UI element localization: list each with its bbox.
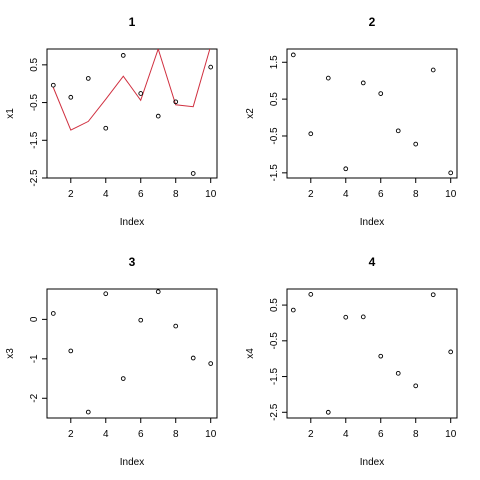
data-point xyxy=(120,53,126,58)
x-tick-label: 8 xyxy=(173,189,179,200)
data-point xyxy=(343,166,349,172)
data-point xyxy=(190,355,196,361)
y-axis-label: x2 xyxy=(245,108,256,119)
data-point xyxy=(325,75,331,81)
y-tick-label: 0.5 xyxy=(269,92,280,106)
data-point xyxy=(378,91,384,96)
data-point xyxy=(138,317,144,323)
data-point xyxy=(448,349,454,355)
y-tick-label: -1.5 xyxy=(269,164,280,182)
y-tick-label: 1.5 xyxy=(269,55,280,69)
x-tick-label: 4 xyxy=(343,429,349,440)
x-axis-label: Index xyxy=(360,457,384,468)
data-point xyxy=(208,361,214,366)
data-point xyxy=(208,64,214,70)
data-point xyxy=(413,141,419,147)
y-axis-label: x1 xyxy=(5,108,16,119)
data-point xyxy=(378,353,384,359)
x-tick-label: 2 xyxy=(308,189,314,200)
data-point xyxy=(308,131,314,137)
y-tick-label: -1.5 xyxy=(269,367,280,385)
data-point xyxy=(50,82,56,88)
plot-frame xyxy=(46,288,218,419)
x-tick-label: 10 xyxy=(445,429,457,440)
y-tick-label: -2.5 xyxy=(269,403,280,421)
data-point xyxy=(155,113,161,119)
data-point xyxy=(68,94,74,100)
data-point xyxy=(173,323,179,329)
x-axis-label: Index xyxy=(120,457,144,468)
y-tick-label: -0.5 xyxy=(269,332,280,350)
data-point xyxy=(308,292,314,297)
x-tick-label: 6 xyxy=(378,189,384,200)
y-tick-label: -1.5 xyxy=(29,131,40,149)
data-point xyxy=(190,171,196,176)
x-tick-label: 2 xyxy=(68,189,74,200)
panel-1: 1 2 4 6 8 10 0.5 -0.5 -1.5 -2.5 Index x1 xyxy=(5,15,218,228)
x-axis-label: Index xyxy=(360,217,384,228)
y-tick-label: -2 xyxy=(29,393,40,402)
data-point xyxy=(448,170,454,176)
data-point xyxy=(155,289,161,295)
y-axis-label: x4 xyxy=(245,348,256,359)
x-tick-label: 8 xyxy=(173,429,179,440)
y-tick-label: 0.5 xyxy=(269,298,280,312)
y-tick-label: -1 xyxy=(29,354,40,363)
x-tick-label: 10 xyxy=(205,189,217,200)
data-point xyxy=(50,311,56,316)
x-tick-label: 6 xyxy=(138,189,144,200)
data-point xyxy=(430,292,436,298)
y-tick-label: 0.5 xyxy=(29,57,40,71)
data-point xyxy=(103,125,109,131)
data-point xyxy=(290,307,296,313)
x-tick-label: 4 xyxy=(103,429,109,440)
data-point xyxy=(413,383,419,389)
data-point xyxy=(120,376,126,381)
y-tick-label: -0.5 xyxy=(29,94,40,112)
data-point xyxy=(85,76,91,81)
data-point xyxy=(138,91,144,96)
plot-frame xyxy=(286,288,458,419)
data-point xyxy=(360,80,366,86)
panel-title: 2 xyxy=(369,15,376,29)
panel-2: 2 2 4 6 8 10 1.5 0.5 -0.5 -1.5 Index x2 xyxy=(245,15,458,228)
data-point xyxy=(430,67,436,73)
data-point xyxy=(103,291,109,297)
data-point xyxy=(325,409,331,415)
y-tick-label: -2.5 xyxy=(29,169,40,187)
x-tick-label: 6 xyxy=(138,429,144,440)
x-tick-label: 8 xyxy=(413,429,419,440)
data-point xyxy=(395,370,401,376)
panel-3: 3 2 4 6 8 10 0 -1 -2 Index x3 xyxy=(5,255,218,468)
y-tick-label: -0.5 xyxy=(269,127,280,145)
panel-title: 3 xyxy=(129,255,136,269)
data-point xyxy=(343,314,349,320)
panel-title: 1 xyxy=(129,15,136,29)
plot-frame xyxy=(286,48,458,179)
x-tick-label: 4 xyxy=(343,189,349,200)
panel-4: 4 2 4 6 8 10 0.5 -0.5 -1.5 -2.5 Index x4 xyxy=(245,255,458,468)
x-tick-label: 10 xyxy=(445,189,457,200)
trend-line xyxy=(52,49,211,131)
x-tick-label: 6 xyxy=(378,429,384,440)
data-point xyxy=(290,52,296,58)
x-tick-label: 2 xyxy=(68,429,74,440)
x-tick-label: 8 xyxy=(413,189,419,200)
panel-title: 4 xyxy=(369,255,376,269)
x-tick-label: 2 xyxy=(308,429,314,440)
y-tick-label: 0 xyxy=(29,316,40,322)
data-point xyxy=(85,409,91,415)
x-tick-label: 4 xyxy=(103,189,109,200)
x-tick-label: 10 xyxy=(205,429,217,440)
data-point xyxy=(395,128,401,134)
data-point xyxy=(68,348,74,354)
data-point xyxy=(173,99,179,105)
x-axis-label: Index xyxy=(120,217,144,228)
plot-frame xyxy=(46,48,218,179)
data-point xyxy=(360,314,366,320)
y-axis-label: x3 xyxy=(5,348,16,359)
